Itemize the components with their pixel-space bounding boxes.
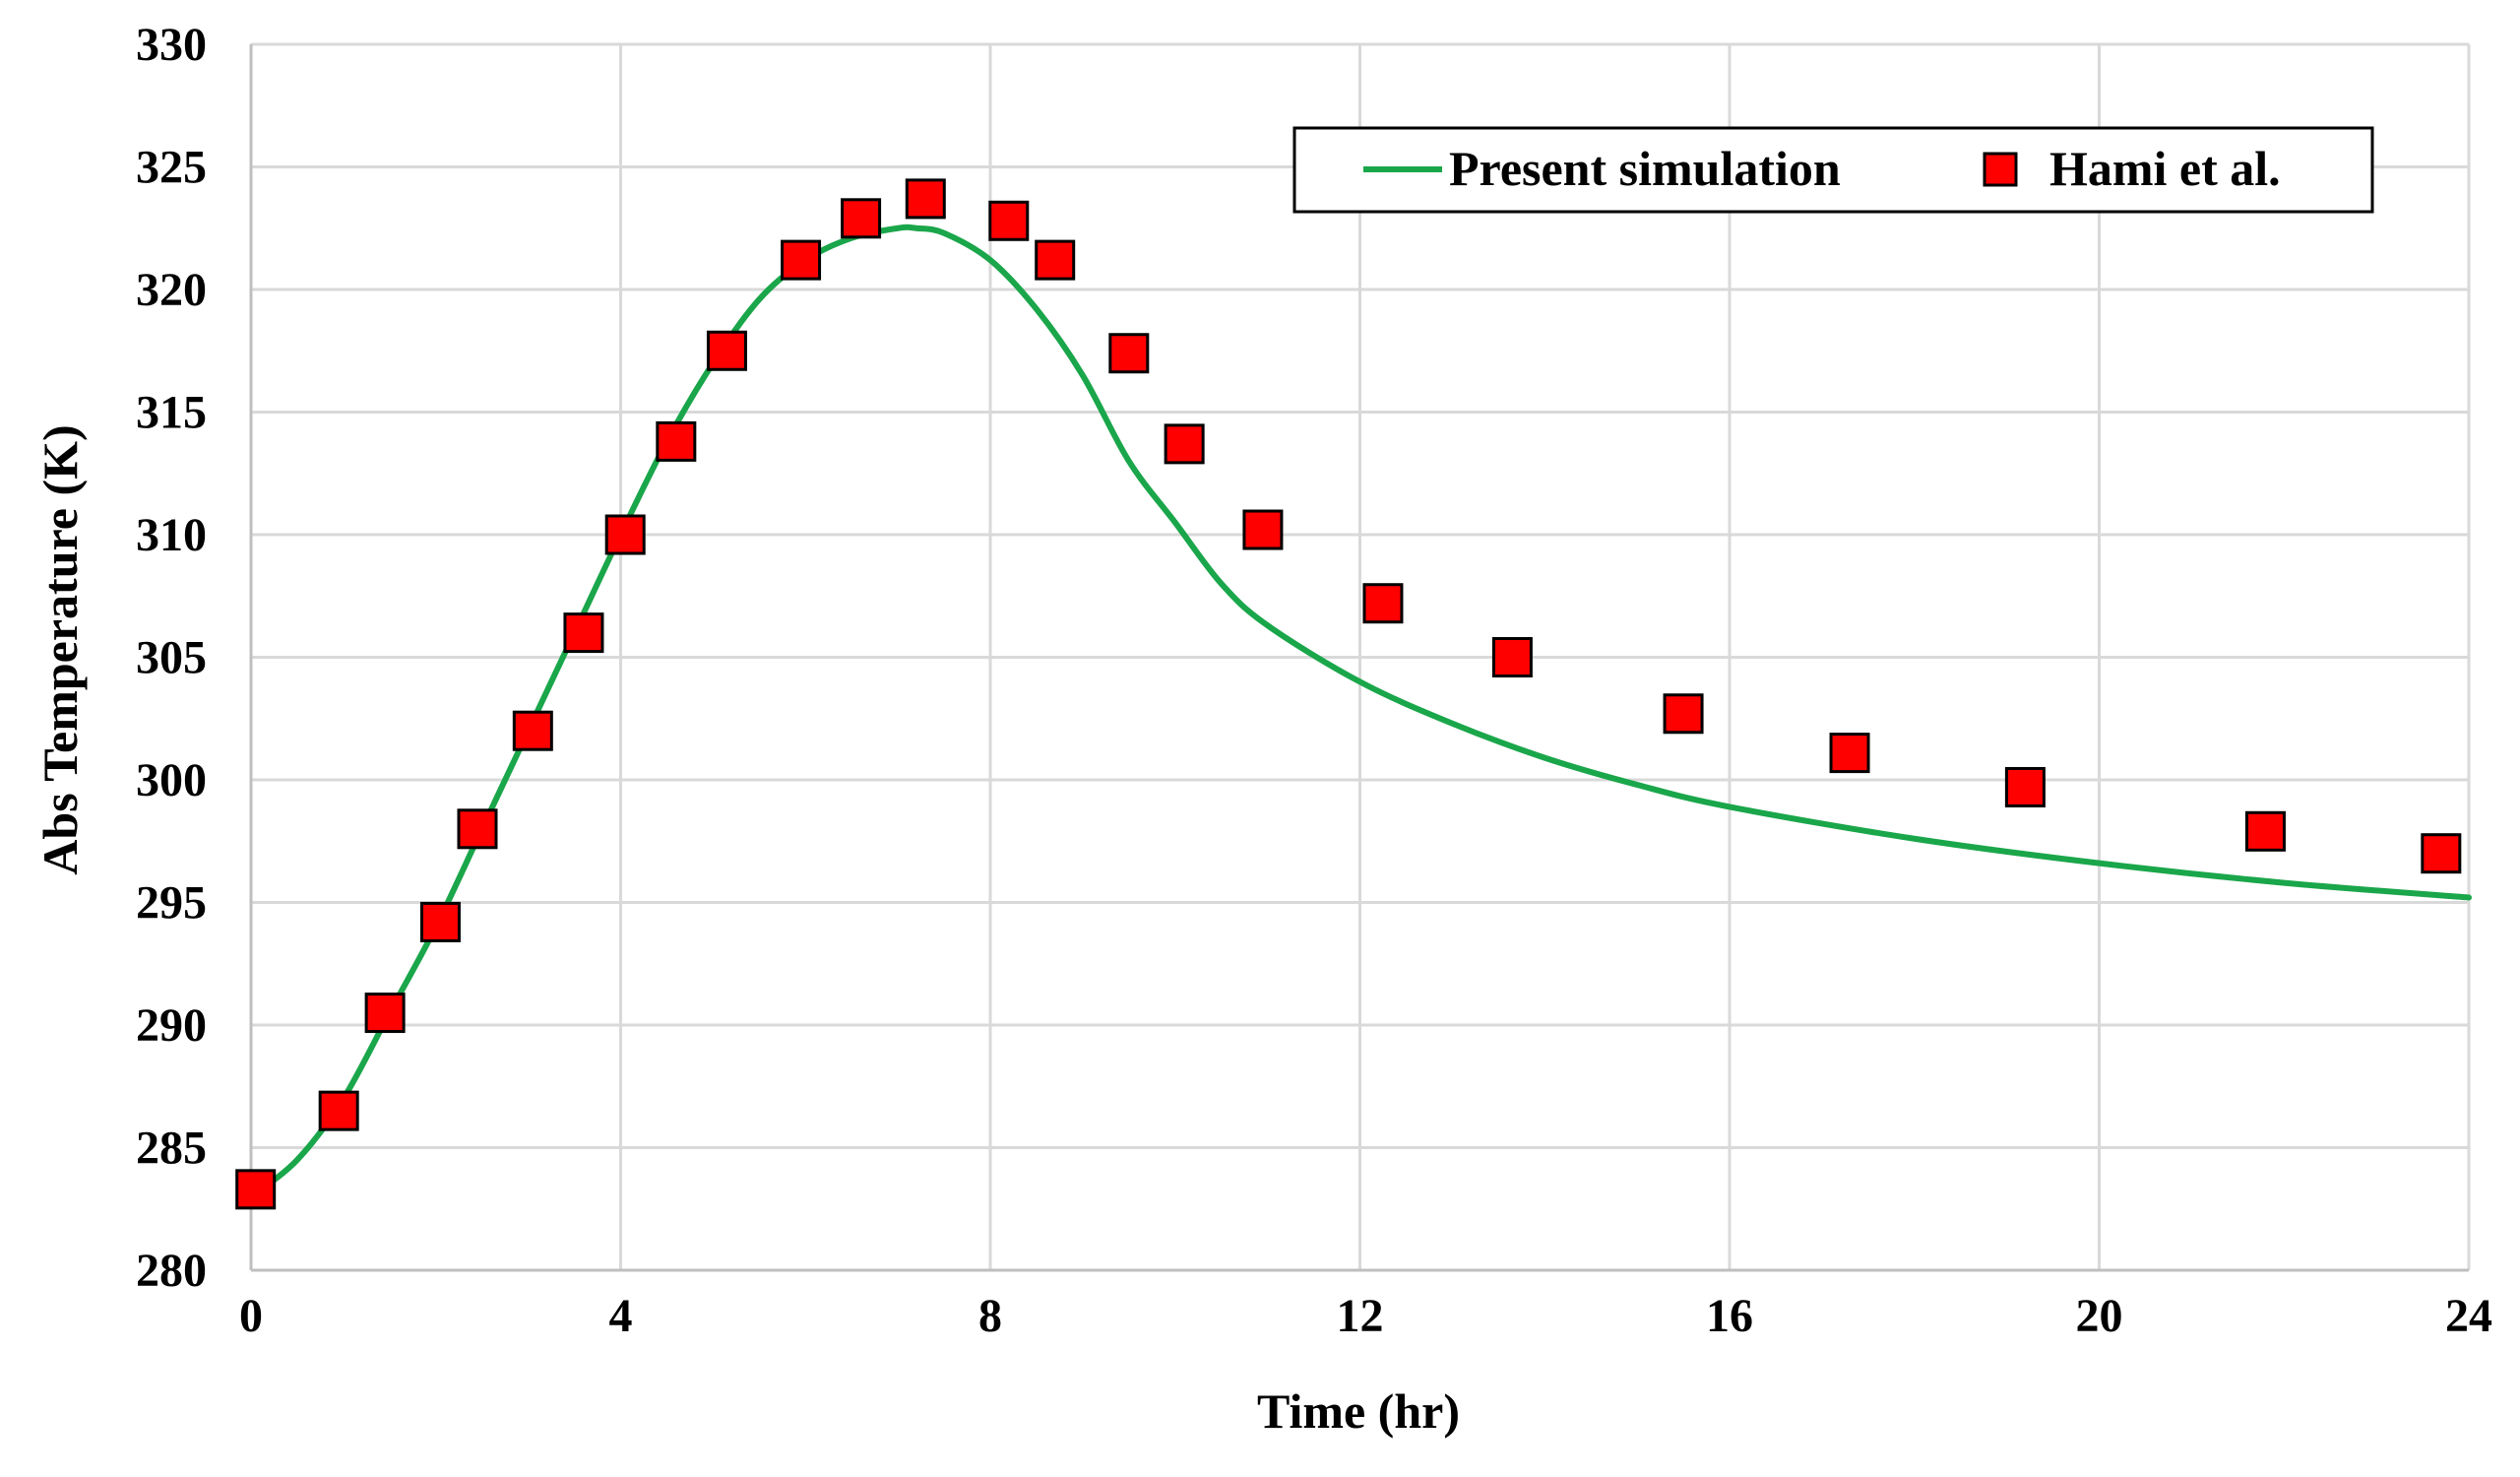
data-point-hami-12 — [905, 178, 946, 220]
y-tick-label-2: 290 — [136, 999, 207, 1052]
grid — [251, 42, 2471, 1270]
y-tick-label-3: 295 — [136, 877, 207, 930]
data-point-hami-6 — [563, 612, 604, 654]
x-tick-label-5: 20 — [2076, 1290, 2123, 1342]
legend-marker-swatch — [1983, 152, 2018, 187]
y-tick-label-5: 305 — [136, 632, 207, 684]
y-tick-label-8: 320 — [136, 264, 207, 316]
data-point-hami-21 — [1829, 733, 1870, 774]
data-point-hami-11 — [841, 198, 882, 239]
data-point-hami-22 — [2004, 766, 2046, 807]
data-point-hami-15 — [1108, 333, 1150, 374]
y-tick-label-1: 285 — [136, 1123, 207, 1175]
y-tick-label-6: 310 — [136, 509, 207, 561]
axes — [249, 44, 2469, 1272]
data-point-hami-14 — [1035, 239, 1076, 281]
x-tick-label-1: 4 — [609, 1290, 633, 1342]
data-point-hami-5 — [512, 710, 553, 751]
x-tick-label-4: 16 — [1706, 1290, 1753, 1342]
data-point-hami-18 — [1362, 583, 1404, 624]
data-point-hami-19 — [1491, 637, 1533, 677]
tick-labels: 0 4 8 12 16 20 24 280 285 290 295 300 305 310 315 320 32… — [136, 19, 2492, 1342]
data-point-hami-23 — [2244, 810, 2286, 852]
data-point-hami-13 — [988, 200, 1030, 241]
data-point-hami-17 — [1242, 509, 1284, 550]
series-layer — [235, 178, 2472, 1210]
data-point-hami-3 — [419, 901, 461, 942]
data-point-hami-24 — [2421, 833, 2462, 874]
data-point-hami-9 — [706, 330, 747, 371]
data-point-hami-10 — [781, 239, 822, 281]
x-axis-title: Time (hr) — [1257, 1383, 1460, 1439]
x-tick-label-3: 12 — [1337, 1290, 1384, 1342]
data-point-hami-2 — [364, 993, 406, 1034]
y-tick-label-7: 315 — [136, 387, 207, 439]
legend-label-present-simulation: Present simulation — [1449, 141, 1841, 196]
x-tick-label-6: 24 — [2445, 1290, 2492, 1342]
y-axis-title: Abs Temperature (K) — [32, 424, 88, 874]
x-tick-label-2: 8 — [978, 1290, 1002, 1342]
data-point-hami-16 — [1164, 423, 1205, 465]
legend: Present simulation Hami et al. — [1292, 126, 2374, 214]
series-line-present-simulation — [248, 224, 2472, 1200]
legend-box — [1292, 126, 2374, 214]
data-point-hami-4 — [457, 808, 498, 850]
y-tick-label-9: 325 — [136, 142, 207, 194]
data-point-hami-7 — [604, 514, 646, 555]
data-point-hami-8 — [656, 420, 697, 462]
y-tick-label-0: 280 — [136, 1245, 207, 1297]
x-tick-label-0: 0 — [239, 1290, 263, 1342]
y-tick-label-4: 300 — [136, 754, 207, 806]
legend-label-hami-et-al: Hami et al. — [2049, 141, 2281, 196]
data-point-hami-20 — [1663, 693, 1704, 735]
y-tick-label-10: 330 — [136, 19, 207, 71]
data-point-hami-1 — [318, 1090, 359, 1131]
data-point-hami-0 — [235, 1169, 277, 1210]
